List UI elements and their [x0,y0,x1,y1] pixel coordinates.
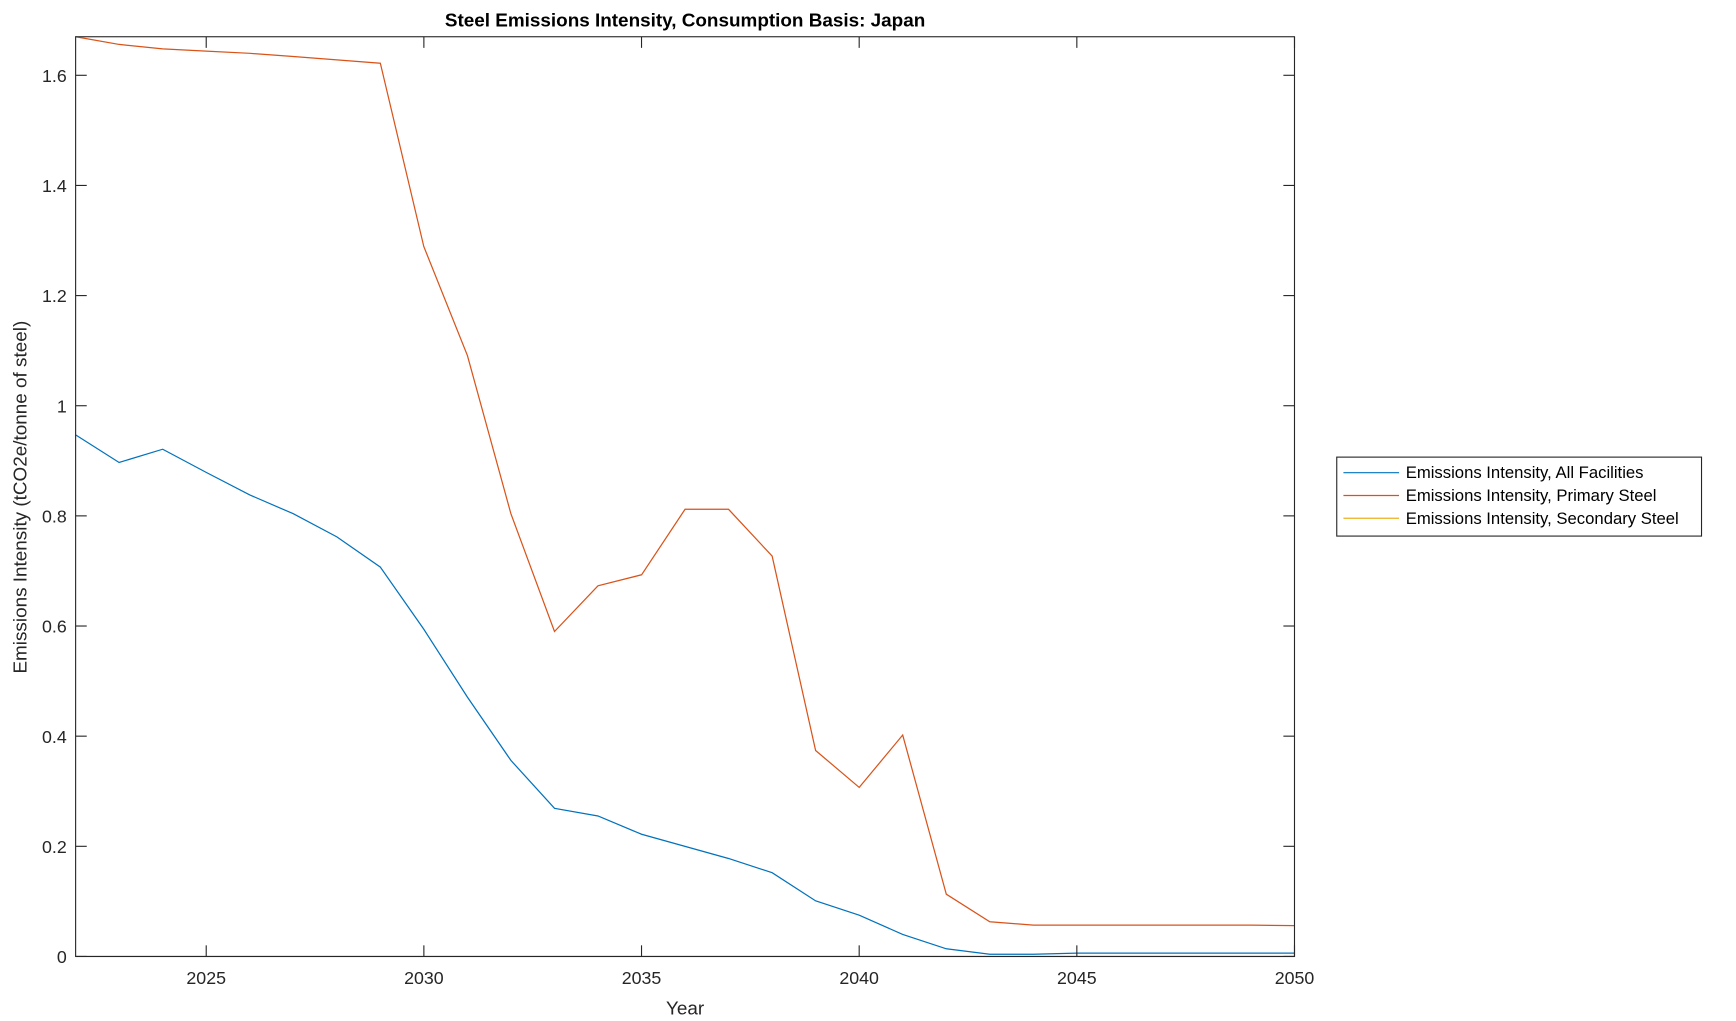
legend-label-1: Emissions Intensity, All Facilities [1406,463,1644,482]
y-tick-label: 0.4 [42,727,67,747]
legend: Emissions Intensity, All Facilities Emiss… [1336,456,1703,537]
x-tick-label: 2040 [839,968,879,988]
y-tick-label: 0.2 [42,837,67,857]
y-tick-label: 1.6 [42,66,67,86]
x-tick-label: 2045 [1057,968,1097,988]
chart-title: Steel Emissions Intensity, Consumption B… [445,11,925,32]
x-tick-label: 2025 [186,968,226,988]
y-tick-label: 0.6 [42,617,67,637]
legend-label-3: Emissions Intensity, Secondary Steel [1406,509,1679,528]
y-tick-label: 1 [57,396,67,416]
series-line-1 [75,434,1295,955]
x-tick-label: 2030 [404,968,444,988]
axes-box [75,36,1296,958]
series-line-2 [75,36,1295,927]
x-tick-label: 2035 [622,968,662,988]
legend-box [1336,456,1703,537]
y-tick-label: 1.4 [42,176,67,196]
y-axis-label: Emissions Intensity (tCO2e/tonne of stee… [11,321,32,674]
y-tick-label: 0.8 [42,507,67,527]
y-tick-label: 1.2 [42,286,67,306]
legend-label-2: Emissions Intensity, Primary Steel [1406,486,1657,505]
x-tick-label: 2050 [1275,968,1315,988]
y-tick-label: 0 [57,947,67,967]
plot-area: 2025 2030 2035 2040 2045 2050 0 0.2 0.4 0.6 0.8 1 1.… [42,36,1315,988]
x-axis-label: Year [666,998,704,1019]
